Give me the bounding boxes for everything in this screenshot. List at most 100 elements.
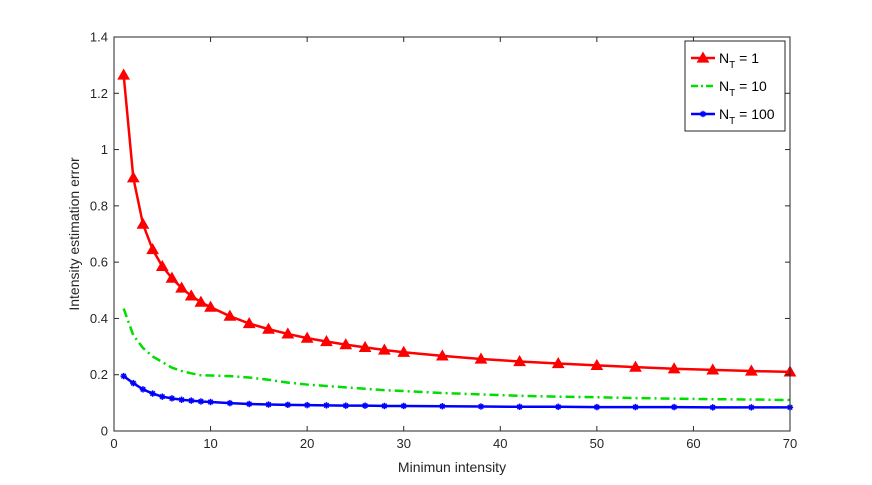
- star-stroke: [149, 390, 156, 397]
- star-marker: [139, 386, 147, 393]
- star-marker: [342, 402, 349, 409]
- star-stroke: [207, 399, 214, 405]
- plot-background: [114, 37, 790, 431]
- legend-label-main: N: [719, 78, 729, 94]
- star-stroke: [400, 403, 407, 409]
- star-marker: [516, 403, 523, 410]
- series-line: [122, 308, 791, 402]
- star-marker: [120, 372, 127, 380]
- triangle-marker: [117, 68, 131, 80]
- y-axis-label: Intensity estimation error: [66, 157, 82, 311]
- triangle-marker: [146, 242, 159, 255]
- star-stroke: [285, 402, 291, 408]
- series-1: [117, 68, 797, 377]
- plot-area: 0 10 20 30 40 50 60 70 0 0.2 0.4 0.6 0.8 1 1.2 1.4: [90, 30, 797, 452]
- legend-label-rest: = 10: [735, 78, 767, 94]
- star-stroke: [700, 111, 706, 117]
- star-marker: [670, 403, 678, 411]
- legend-item: NT = 10: [691, 78, 767, 99]
- star-marker: [593, 403, 601, 411]
- star-marker: [226, 399, 234, 407]
- star-stroke: [140, 386, 146, 393]
- x-tick-label: 30: [396, 436, 410, 451]
- star-marker: [400, 402, 407, 410]
- star-stroke: [323, 402, 330, 409]
- star-marker: [284, 401, 292, 409]
- star-marker: [207, 398, 214, 406]
- star-stroke: [478, 403, 484, 410]
- star-marker: [168, 395, 176, 402]
- x-tick-label: 20: [300, 436, 314, 451]
- triangle-marker: [281, 327, 295, 339]
- star-stroke: [671, 404, 677, 410]
- star-stroke: [555, 404, 561, 410]
- x-tick-label: 10: [203, 436, 217, 451]
- legend-label: NT = 100: [719, 106, 775, 127]
- star-marker: [381, 402, 388, 410]
- triangle-marker: [358, 340, 372, 353]
- series-10: [122, 308, 791, 402]
- triangle-marker: [474, 352, 488, 364]
- star-marker: [265, 401, 272, 408]
- star-marker: [748, 404, 755, 411]
- triangle-marker: [204, 300, 217, 312]
- y-tick-label: 0: [101, 424, 108, 439]
- y-tick-label: 0.6: [90, 255, 108, 270]
- legend-label-subscript: T: [729, 60, 735, 71]
- legend-label-rest: = 1: [735, 50, 759, 66]
- x-axis-label: Minimun intensity: [398, 459, 506, 475]
- star-stroke: [381, 403, 388, 409]
- triangle-marker: [696, 51, 710, 63]
- star-stroke: [169, 395, 175, 402]
- x-tick-label: 50: [590, 436, 604, 451]
- star-stroke: [439, 403, 446, 410]
- star-marker: [178, 396, 185, 403]
- legend-item: NT = 100: [691, 106, 775, 127]
- legend-label-rest: = 100: [735, 106, 775, 122]
- legend-label-main: N: [719, 106, 729, 122]
- star-stroke: [198, 398, 204, 405]
- y-tick-label: 0.8: [90, 198, 108, 213]
- star-marker: [439, 403, 446, 410]
- star-stroke: [159, 393, 166, 400]
- star-stroke: [362, 402, 368, 409]
- legend-label-subscript: T: [729, 88, 735, 99]
- star-marker: [699, 110, 707, 118]
- legend-label: NT = 10: [719, 78, 767, 99]
- star-stroke: [632, 404, 639, 410]
- triangle-marker: [165, 271, 179, 283]
- x-tick-label: 60: [686, 436, 700, 451]
- star-marker: [188, 397, 195, 404]
- y-tick-label: 0.4: [90, 311, 108, 326]
- triangle-marker: [136, 217, 150, 229]
- y-tick-label: 1.4: [90, 30, 108, 45]
- y-tick-label: 1.2: [90, 86, 108, 101]
- triangle-marker: [223, 309, 237, 321]
- star-stroke: [748, 404, 755, 411]
- triangle-marker: [745, 364, 758, 376]
- star-marker: [303, 401, 311, 409]
- triangle-marker: [155, 259, 169, 271]
- triangle-marker: [397, 345, 411, 357]
- triangle-marker: [513, 354, 526, 367]
- star-marker: [323, 402, 330, 409]
- star-stroke: [178, 396, 185, 403]
- axes-box: [113, 36, 791, 432]
- x-tick-label: 0: [110, 436, 117, 451]
- triangle-marker: [126, 171, 140, 183]
- star-stroke: [709, 404, 716, 411]
- legend-item: NT = 1: [691, 50, 759, 71]
- star-marker: [555, 403, 562, 410]
- y-tick-label: 0.2: [90, 367, 108, 382]
- star-stroke: [246, 401, 252, 407]
- triangle-marker: [629, 360, 642, 372]
- triangle-marker: [378, 343, 391, 355]
- triangle-marker: [175, 281, 188, 293]
- triangle-marker: [551, 356, 565, 369]
- legend-label: NT = 1: [719, 50, 759, 71]
- star-marker: [632, 403, 639, 411]
- x-tick-label: 40: [493, 436, 507, 451]
- star-marker: [246, 400, 253, 408]
